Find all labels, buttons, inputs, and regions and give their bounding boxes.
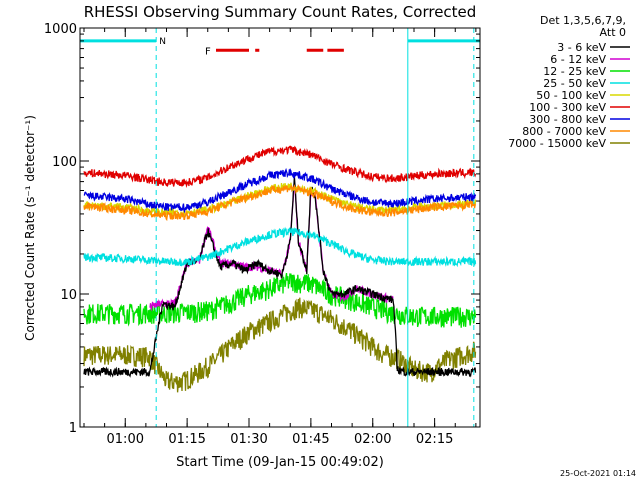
x-axis-label: Start Time (09-Jan-15 00:49:02) xyxy=(176,455,384,470)
y-axis: 1 10 100 1000 xyxy=(44,22,480,436)
legend-entry-label: 800 - 7000 keV xyxy=(522,125,606,138)
legend-entry-label: 100 - 300 keV xyxy=(529,101,606,114)
legend-entry-label: 300 - 800 keV xyxy=(529,113,606,126)
legend-entry-label: 50 - 100 keV xyxy=(536,89,606,102)
series-7000-15000-kev xyxy=(83,297,477,393)
y-tick-label: 1 xyxy=(69,421,77,436)
footer-date: 25-Oct-2021 01:14 xyxy=(560,469,636,478)
x-tick-label: 02:00 xyxy=(354,432,391,447)
chart-title: RHESSI Observing Summary Count Rates, Co… xyxy=(84,3,477,21)
night-label: N xyxy=(159,37,166,47)
series-300-800-kev xyxy=(83,167,477,214)
x-tick-label: 01:45 xyxy=(292,432,329,447)
legend-header: Det 1,3,5,6,7,9, xyxy=(540,14,626,27)
legend-entry-label: 3 - 6 keV xyxy=(557,41,606,54)
legend-entry-label: 6 - 12 keV xyxy=(550,53,606,66)
x-tick-label: 01:30 xyxy=(230,432,267,447)
plot-frame xyxy=(79,27,481,428)
y-axis-label: Corrected Count Rate (s⁻¹ detector⁻¹) xyxy=(23,115,37,341)
series-12-25-kev xyxy=(83,273,477,328)
series-layer xyxy=(83,145,477,393)
legend-entry-label: 12 - 25 keV xyxy=(543,65,606,78)
series-100-300-kev xyxy=(83,145,477,188)
y-tick-label: 1000 xyxy=(44,22,77,37)
legend-header: Att 0 xyxy=(600,26,626,39)
legend-entry-label: 25 - 50 keV xyxy=(543,77,606,90)
series-25-50-kev xyxy=(83,226,477,268)
flare-label: F xyxy=(205,46,211,57)
y-tick-label: 10 xyxy=(60,288,77,303)
x-tick-label: 01:15 xyxy=(168,432,205,447)
x-tick-label: 01:00 xyxy=(107,432,144,447)
y-tick-label: 100 xyxy=(52,155,77,170)
series-800-7000-kev xyxy=(83,183,476,222)
series-3-6-kev xyxy=(83,176,477,378)
x-tick-label: 02:15 xyxy=(416,432,453,447)
x-axis: 01:00 01:15 01:30 01:45 02:00 02:15 xyxy=(83,28,477,447)
legend-entry-label: 7000 - 15000 keV xyxy=(508,137,606,150)
